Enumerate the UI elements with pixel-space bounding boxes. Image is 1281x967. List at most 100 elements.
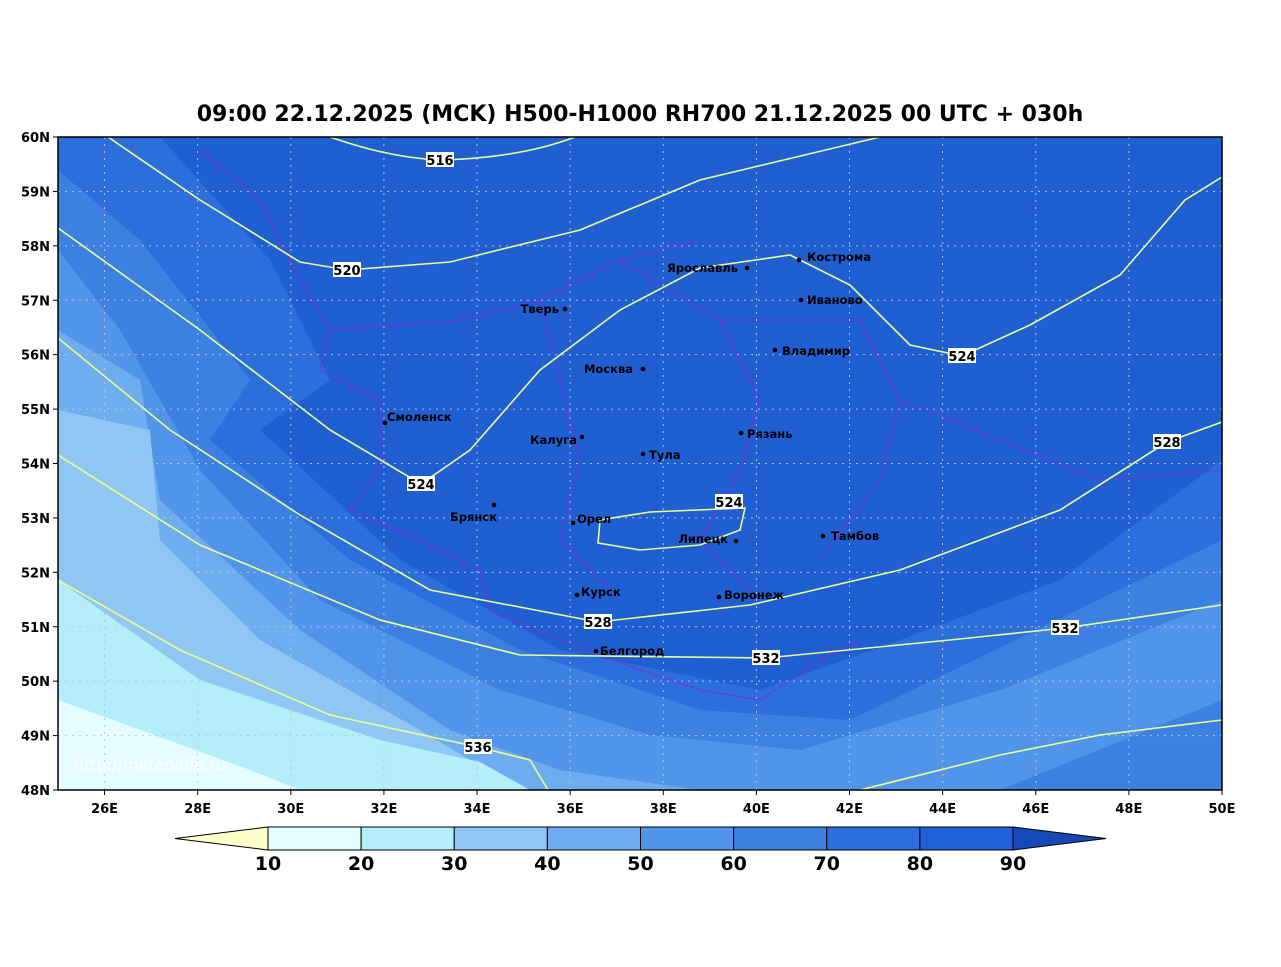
lon-tick-label: 30E (277, 802, 304, 817)
lon-tick-label: 36E (557, 802, 584, 817)
contour-label-box (464, 739, 492, 754)
colorbar: 10 20 30 40 50 60 70 80 90 (174, 826, 1107, 875)
contour-label: 516 (426, 154, 453, 169)
contour (859, 719, 1222, 790)
rh-field (58, 700, 300, 790)
city-label: Белгород (600, 644, 664, 658)
city-dot (820, 533, 826, 539)
city-label: Тамбов (831, 529, 879, 543)
colorbar-label: 20 (348, 853, 374, 875)
city-dot (744, 265, 750, 271)
contour (58, 337, 1222, 623)
city-dot (716, 594, 722, 600)
city-label: Рязань (747, 427, 792, 441)
city-dot (798, 297, 804, 303)
map-area: Кострома Ярославль Иваново Тверь Владимир Мос… (58, 137, 1222, 790)
lat-tick-label: 48N (21, 784, 50, 799)
lon-tick-label: 44E (929, 802, 956, 817)
rh-field (58, 250, 1222, 790)
city-label: Ярославль (667, 261, 738, 275)
city-dot (382, 420, 388, 426)
colorbar-box (267, 826, 362, 851)
contour-label-box (333, 262, 361, 277)
lon-tick-label: 48E (1115, 802, 1142, 817)
contour-label-box (715, 494, 743, 509)
contour (58, 579, 549, 790)
contour-label-box (407, 476, 435, 491)
lat-tick-label: 50N (21, 675, 50, 690)
city-dot (738, 430, 744, 436)
colorbar-label: 60 (720, 853, 746, 875)
contour-label-box (752, 650, 780, 665)
lat-tick-label: 58N (21, 240, 50, 255)
city-dot (640, 451, 646, 457)
lon-tick-label: 34E (464, 802, 491, 817)
colorbar-label: 50 (627, 853, 653, 875)
contour-label: 532 (1051, 622, 1078, 637)
lon-tick-label: 32E (370, 802, 397, 817)
contour (107, 137, 881, 271)
lat-tick-label: 53N (21, 512, 50, 527)
colorbar-box (733, 826, 828, 851)
contour-label: 528 (584, 616, 611, 631)
city-dot (593, 648, 599, 654)
city-dot (562, 306, 568, 312)
border (199, 149, 861, 701)
contour-label: 524 (948, 350, 975, 365)
city-dot (772, 347, 778, 353)
contour-label: 524 (407, 478, 434, 493)
colorbar-box (919, 826, 1014, 851)
colorbar-label: 40 (534, 853, 560, 875)
contour-label: 532 (752, 652, 779, 667)
city-label: Кострома (807, 250, 871, 264)
axes: 60N 59N 58N 57N 56N 55N 54N 53N 52N 51N 50N 49N 48N 2… (21, 131, 1235, 817)
city-label: Владимир (782, 344, 850, 358)
city-dot (640, 366, 646, 372)
colorbar-box (453, 826, 548, 851)
lat-tick-label: 55N (21, 403, 50, 418)
rh-field (58, 580, 530, 790)
city-label: Смоленск (387, 410, 452, 424)
city-label: Тверь (521, 302, 559, 316)
contour-label-box (1153, 434, 1181, 449)
border (329, 239, 1222, 601)
colorbar-box (546, 826, 641, 851)
colorbar-box (640, 826, 735, 851)
colorbar-label: 70 (814, 853, 840, 875)
lon-tick-label: 46E (1022, 802, 1049, 817)
lat-tick-label: 56N (21, 349, 50, 364)
lon-tick-label: 38E (650, 802, 677, 817)
lon-tick-label: 26E (91, 802, 118, 817)
lon-tick-label: 42E (836, 802, 863, 817)
colorbar-label: 80 (907, 853, 933, 875)
colorbar-box (826, 826, 921, 851)
contour-label-box (584, 614, 612, 629)
colorbar-box (360, 826, 455, 851)
source-url: http://meteoinfo.ru (74, 755, 226, 774)
contour (597, 507, 747, 551)
city-label: Брянск (450, 510, 497, 524)
lat-tick-label: 49N (21, 730, 50, 745)
contour-label-box (426, 152, 454, 167)
city-label: Курск (581, 585, 621, 599)
lon-tick-label: 50E (1209, 802, 1236, 817)
city-dot (579, 434, 585, 440)
city-label: Москва (584, 362, 633, 376)
lon-tick-label: 28E (184, 802, 211, 817)
city-dot (570, 520, 576, 526)
city-dot (574, 592, 580, 598)
contour-label-box (948, 348, 976, 363)
lat-tick-label: 54N (21, 458, 50, 473)
colorbar-label: 10 (255, 853, 281, 875)
contour (58, 176, 1222, 485)
city-dot (733, 538, 739, 544)
title: 09:00 22.12.2025 (MCK) H500-H1000 RH700 … (197, 102, 1084, 127)
lat-tick-label: 57N (21, 294, 50, 309)
city-label: Орел (577, 512, 611, 526)
city-label: Калуга (530, 433, 577, 447)
city-label: Воронеж (724, 588, 785, 602)
contour-label: 536 (464, 741, 491, 756)
city-label: Тула (649, 448, 681, 462)
lon-tick-label: 40E (743, 802, 770, 817)
